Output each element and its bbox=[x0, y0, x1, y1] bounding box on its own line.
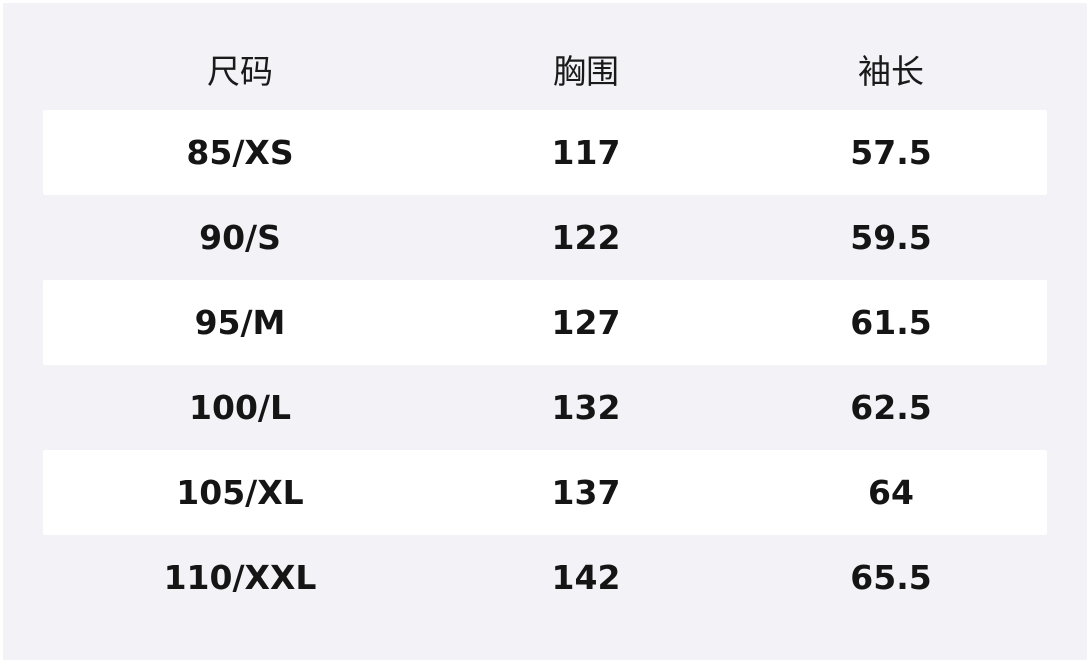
cell-sleeve: 59.5 bbox=[850, 218, 932, 257]
cell-chest: 122 bbox=[551, 218, 621, 257]
cell-size: 100/L bbox=[189, 388, 291, 427]
cell-chest: 142 bbox=[551, 558, 621, 597]
cell-sleeve: 65.5 bbox=[850, 558, 932, 597]
cell-chest: 127 bbox=[551, 303, 621, 342]
table-row: 105/XL 137 64 bbox=[43, 450, 1047, 535]
table-row: 85/XS 117 57.5 bbox=[43, 110, 1047, 195]
cell-chest: 132 bbox=[551, 388, 621, 427]
cell-chest: 137 bbox=[551, 473, 621, 512]
header-chest: 胸围 bbox=[553, 52, 619, 91]
cell-size: 110/XXL bbox=[163, 558, 317, 597]
cell-sleeve: 64 bbox=[868, 473, 914, 512]
table-row: 110/XXL 142 65.5 bbox=[43, 535, 1047, 620]
table-header: 尺码 胸围 袖长 bbox=[43, 28, 1047, 110]
cell-sleeve: 57.5 bbox=[850, 133, 932, 172]
cell-size: 85/XS bbox=[186, 133, 294, 172]
cell-size: 95/M bbox=[194, 303, 286, 342]
table-row: 100/L 132 62.5 bbox=[43, 365, 1047, 450]
size-chart-panel: 尺码 胸围 袖长 85/XS 117 57.5 90/S 122 59.5 95/M 127 6… bbox=[3, 3, 1087, 660]
size-table: 尺码 胸围 袖长 85/XS 117 57.5 90/S 122 59.5 95/M 127 6… bbox=[43, 28, 1047, 620]
cell-size: 105/XL bbox=[176, 473, 304, 512]
table-row: 95/M 127 61.5 bbox=[43, 280, 1047, 365]
cell-sleeve: 61.5 bbox=[850, 303, 932, 342]
cell-chest: 117 bbox=[551, 133, 621, 172]
table-row: 90/S 122 59.5 bbox=[43, 195, 1047, 280]
cell-size: 90/S bbox=[199, 218, 281, 257]
cell-sleeve: 62.5 bbox=[850, 388, 932, 427]
header-sleeve: 袖长 bbox=[858, 52, 924, 91]
header-size: 尺码 bbox=[207, 52, 273, 91]
